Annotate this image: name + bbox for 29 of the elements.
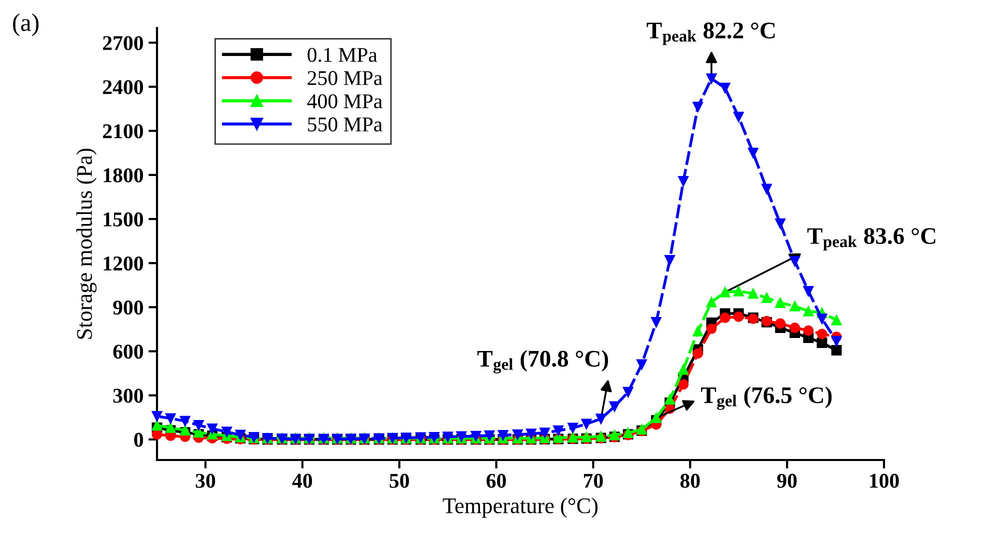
y-tick-label: 1200 bbox=[104, 256, 144, 271]
annotation: T$_{peak}$ 82.2 °C bbox=[646, 22, 775, 46]
legend-label: 250 MPa bbox=[308, 71, 382, 86]
x-tick-label: 90 bbox=[777, 474, 797, 488]
y-tick-label: 1800 bbox=[104, 168, 144, 182]
legend-label: 550 MPa bbox=[308, 117, 382, 132]
x-tick-label: 100 bbox=[870, 474, 899, 488]
y-tick-label: 900 bbox=[113, 300, 144, 315]
y-axis-title: Storage modulus (Pa) bbox=[76, 148, 97, 339]
annotation: T$_{gel}$ (70.8 °C) bbox=[477, 350, 608, 374]
y-tick-label: 2100 bbox=[103, 124, 144, 138]
x-axis-title: Temperature (°C) bbox=[442, 498, 598, 518]
x-tick-label: 70 bbox=[584, 474, 603, 488]
y-tick-label: 0 bbox=[134, 432, 144, 447]
y-tick-label: 1500 bbox=[104, 212, 144, 226]
legend-label: 0.1 MPa bbox=[308, 48, 378, 62]
y-tick-label: 300 bbox=[113, 388, 144, 403]
x-tick-label: 60 bbox=[486, 474, 506, 488]
x-tick-label: 50 bbox=[390, 474, 409, 488]
x-tick-label: 40 bbox=[292, 474, 312, 488]
x-tick-label: 30 bbox=[196, 474, 216, 488]
annotation: T$_{gel}$ (76.5 °C) bbox=[701, 386, 832, 410]
annotation: T$_{peak}$ 83.6 °C bbox=[807, 228, 936, 251]
text: (a) bbox=[13, 13, 39, 36]
y-tick-label: 2700 bbox=[103, 36, 144, 50]
y-tick-label: 600 bbox=[113, 344, 144, 359]
x-tick-label: 80 bbox=[680, 474, 700, 488]
y-tick-label: 2400 bbox=[103, 80, 144, 94]
legend-label: 400 MPa bbox=[307, 94, 382, 108]
